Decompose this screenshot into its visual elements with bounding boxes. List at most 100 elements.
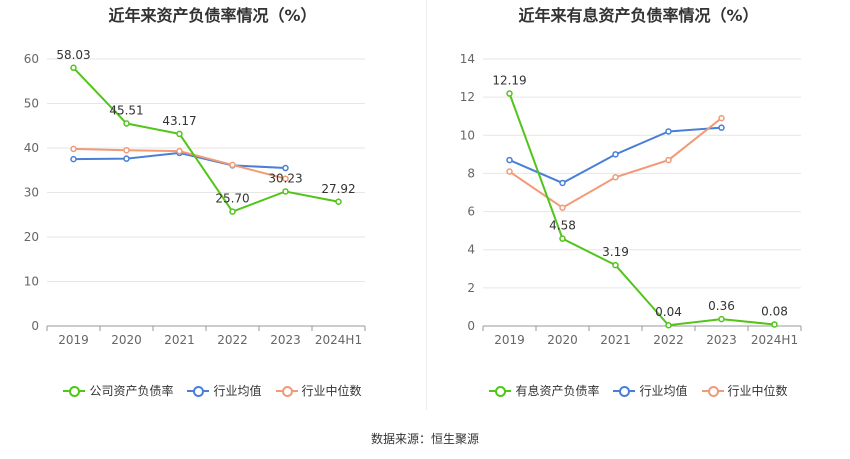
data-label: 27.92: [321, 182, 355, 196]
data-point: [665, 321, 672, 329]
y-tick-label: 6: [467, 205, 475, 219]
data-label: 30.23: [268, 171, 302, 185]
data-point: [612, 261, 619, 269]
x-tick-label: 2021: [600, 333, 631, 347]
data-point: [559, 179, 566, 187]
data-point: [506, 90, 513, 97]
divider: [426, 0, 427, 410]
series-line: [72, 67, 339, 213]
data-point: [176, 130, 183, 138]
y-tick-label: 0: [467, 319, 475, 333]
data-point: [665, 128, 672, 135]
x-tick-label: 2024H1: [751, 333, 798, 347]
data-point: [718, 114, 725, 122]
chart-left: 近年来资产负债率情况（%） 0 10 20 30 40 50 60 2019 2020 2021 2…: [0, 0, 425, 420]
data-label: 45.51: [109, 103, 143, 117]
legend-label: 行业均值: [213, 384, 262, 398]
legend-label: 有息资产负债率: [515, 384, 600, 398]
x-tick-label: 2023: [270, 333, 301, 347]
y-tick-label: 30: [24, 186, 39, 200]
y-tick-label: 10: [24, 275, 39, 289]
y-tick-label: 60: [24, 52, 39, 66]
data-label: 43.17: [162, 114, 196, 128]
series-line: [508, 93, 775, 327]
legend-label: 公司资产负债率: [89, 384, 174, 398]
series-line: [508, 117, 723, 209]
x-tick-label: 2020: [547, 333, 578, 347]
legend: 公司资产负债率 行业均值 行业中位数: [0, 382, 425, 399]
data-label: 0.36: [708, 299, 735, 313]
legend-item[interactable]: 行业中位数: [701, 382, 788, 399]
y-tick-label: 4: [467, 243, 475, 257]
data-point: [559, 204, 566, 212]
data-point: [506, 168, 513, 175]
data-point: [70, 64, 77, 72]
legend-item[interactable]: 行业均值: [613, 382, 688, 399]
data-point: [506, 156, 513, 164]
y-tick-label: 0: [31, 319, 39, 333]
data-label: 12.19: [492, 74, 526, 88]
legend-swatch: [489, 385, 512, 397]
data-point: [718, 124, 725, 131]
data-point: [612, 173, 619, 181]
data-point: [123, 146, 130, 154]
legend-label: 行业均值: [639, 384, 688, 398]
chart-svg: 0 10 20 30 40 50 60 2019 2020 2021 2022 2023 2024H1 5…: [24, 48, 366, 347]
data-label: 4.58: [549, 219, 576, 233]
legend-item[interactable]: 公司资产负债率: [63, 382, 173, 399]
data-point: [559, 235, 566, 242]
data-point: [771, 321, 778, 328]
x-tick-label: 2019: [494, 333, 525, 347]
legend-item[interactable]: 有息资产负债率: [489, 382, 599, 399]
y-tick-label: 40: [24, 141, 39, 155]
x-tick-label: 2022: [653, 333, 684, 347]
x-tick-label: 2020: [111, 333, 142, 347]
y-tick-label: 10: [460, 128, 475, 142]
y-tick-label: 20: [24, 230, 39, 244]
legend-swatch: [63, 385, 86, 397]
legend-item[interactable]: 行业中位数: [275, 382, 362, 399]
x-tick-label: 2023: [706, 333, 737, 347]
legend-label: 行业中位数: [727, 384, 788, 398]
data-point: [718, 315, 725, 323]
data-label: 0.04: [655, 305, 682, 319]
data-point: [335, 198, 342, 206]
y-tick-label: 12: [460, 90, 475, 104]
legend-swatch: [187, 385, 210, 397]
legend-swatch: [275, 385, 298, 397]
chart-title: 近年来资产负债率情况（%）: [108, 6, 317, 25]
legend-label: 行业中位数: [301, 384, 362, 398]
data-point: [282, 175, 289, 182]
data-point: [612, 151, 619, 158]
data-point: [229, 208, 236, 215]
data-point: [70, 155, 77, 163]
y-tick-label: 2: [467, 281, 475, 295]
x-tick-label: 2021: [164, 333, 195, 347]
data-point: [282, 188, 289, 195]
x-tick-label: 2019: [58, 333, 89, 347]
y-tick-label: 8: [467, 166, 475, 180]
legend: 有息资产负债率 行业均值 行业中位数: [426, 382, 850, 399]
chart-title: 近年来有息资产负债率情况（%）: [518, 6, 759, 25]
y-tick-label: 14: [460, 52, 475, 66]
legend-swatch: [613, 385, 636, 397]
data-source: 数据来源：恒生聚源: [370, 432, 479, 446]
data-point: [229, 161, 236, 169]
data-label: 25.70: [215, 192, 249, 206]
data-point: [665, 156, 672, 164]
data-point: [176, 147, 183, 155]
x-tick-label: 2024H1: [315, 333, 362, 347]
y-tick-label: 50: [24, 97, 39, 111]
data-point: [282, 164, 289, 172]
chart-right: 近年来有息资产负债率情况（%） 0 2 4 6 8 10 12 14 2019 2020 2021 2…: [426, 0, 850, 420]
legend-item[interactable]: 行业均值: [187, 382, 262, 399]
data-label: 3.19: [602, 245, 629, 259]
legend-swatch: [701, 385, 724, 397]
x-tick-label: 2022: [217, 333, 248, 347]
chart-svg: 0 2 4 6 8 10 12 14 2019 2020 2021 2022 2023 2024H1 12.…: [460, 52, 802, 347]
data-label: 0.08: [761, 304, 788, 318]
data-point: [123, 155, 130, 162]
data-label: 58.03: [56, 48, 90, 62]
data-point: [70, 145, 77, 153]
data-point: [123, 120, 130, 127]
